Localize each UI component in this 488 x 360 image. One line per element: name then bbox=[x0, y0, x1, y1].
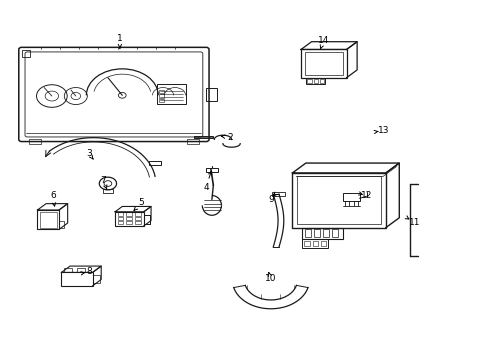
Bar bbox=[304, 229, 310, 237]
Bar bbox=[135, 217, 140, 220]
Bar bbox=[302, 239, 328, 248]
Text: 12: 12 bbox=[360, 192, 372, 201]
Bar bbox=[302, 228, 342, 239]
Bar bbox=[38, 210, 59, 229]
Bar bbox=[159, 99, 163, 102]
Bar bbox=[313, 79, 317, 83]
Bar bbox=[148, 161, 160, 165]
Bar bbox=[117, 221, 123, 224]
Bar bbox=[319, 79, 324, 83]
Bar bbox=[77, 268, 85, 273]
Bar bbox=[92, 275, 100, 283]
Bar bbox=[135, 221, 140, 224]
Text: 8: 8 bbox=[86, 267, 91, 276]
Bar bbox=[301, 49, 346, 78]
Bar bbox=[117, 217, 123, 220]
Text: 7: 7 bbox=[100, 176, 106, 185]
Bar bbox=[126, 217, 132, 220]
Bar bbox=[331, 229, 338, 237]
Bar bbox=[194, 136, 213, 138]
Bar bbox=[103, 189, 112, 193]
Bar bbox=[143, 215, 149, 224]
Bar bbox=[21, 50, 30, 57]
Bar bbox=[312, 241, 318, 246]
Bar bbox=[271, 192, 285, 196]
Bar bbox=[115, 212, 143, 226]
Bar bbox=[59, 221, 64, 228]
Bar bbox=[323, 229, 328, 237]
Bar bbox=[157, 84, 185, 104]
Bar bbox=[306, 79, 311, 83]
Bar bbox=[40, 212, 57, 228]
Bar bbox=[186, 139, 199, 144]
Text: 14: 14 bbox=[317, 36, 328, 45]
Bar bbox=[61, 273, 92, 286]
Bar bbox=[159, 94, 163, 98]
Text: 4: 4 bbox=[203, 183, 208, 192]
Text: 2: 2 bbox=[227, 133, 232, 142]
Bar bbox=[305, 78, 325, 84]
Text: 9: 9 bbox=[267, 195, 273, 204]
Bar bbox=[304, 241, 309, 246]
Bar bbox=[126, 221, 132, 224]
Bar bbox=[320, 241, 326, 246]
Bar bbox=[117, 212, 123, 216]
Bar bbox=[64, 268, 72, 273]
Bar bbox=[206, 168, 217, 171]
Bar bbox=[342, 193, 359, 201]
Text: 3: 3 bbox=[86, 149, 91, 158]
Text: 5: 5 bbox=[138, 198, 144, 207]
Bar bbox=[159, 90, 163, 93]
Bar bbox=[143, 215, 149, 224]
Text: 1: 1 bbox=[117, 34, 122, 43]
Bar bbox=[29, 139, 41, 144]
Bar bbox=[135, 212, 140, 216]
Bar bbox=[313, 229, 320, 237]
Text: 13: 13 bbox=[377, 126, 388, 135]
Text: 11: 11 bbox=[408, 218, 420, 227]
Text: 6: 6 bbox=[50, 192, 56, 201]
Text: 10: 10 bbox=[264, 274, 276, 283]
Bar bbox=[126, 212, 132, 216]
Bar bbox=[304, 52, 342, 75]
Bar bbox=[292, 173, 385, 228]
Bar bbox=[206, 88, 216, 101]
Bar bbox=[297, 176, 380, 224]
